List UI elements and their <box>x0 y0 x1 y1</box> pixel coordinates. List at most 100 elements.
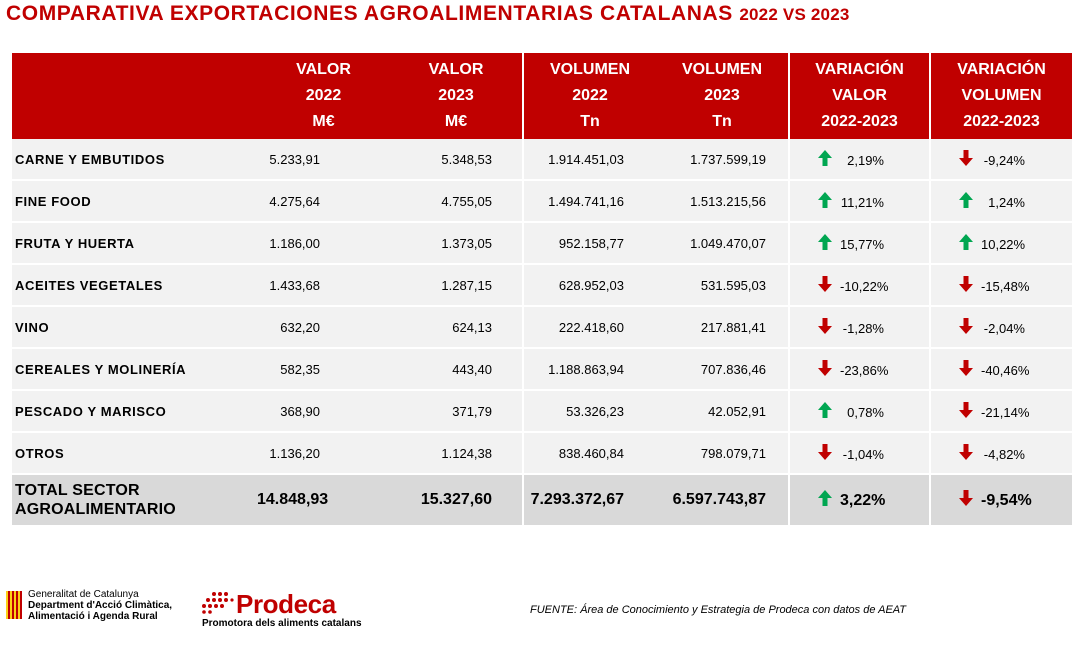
table-body: CARNE Y EMBUTIDOS 5.233,91 5.348,53 1.914.4… <box>12 139 1072 525</box>
row-category: FRUTA Y HUERTA <box>12 222 257 265</box>
valor-2023: 1.287,15 <box>390 264 523 307</box>
valor-2023: 1.124,38 <box>390 432 523 475</box>
prodeca-tagline: Promotora dels aliments catalans <box>202 618 362 629</box>
header-variacion-volumen: VARIACIÓN VOLUMEN 2022-2023 <box>929 53 1072 139</box>
row-category: PESCADO Y MARISCO <box>12 390 257 433</box>
volumen-2023: 707.836,46 <box>656 348 789 391</box>
header-volumen-2022: VOLUMEN 2022 Tn <box>522 53 656 139</box>
table-row: FRUTA Y HUERTA 1.186,00 1.373,05 952.158,77… <box>12 222 1072 265</box>
table-row: ACEITES VEGETALES 1.433,68 1.287,15 628.952… <box>12 264 1072 307</box>
variacion-volumen: 10,22% <box>929 222 1072 265</box>
table-header-row: VALOR 2022 M€ VALOR 2023 M€ VOLUMEN 2022… <box>12 53 1072 139</box>
valor-2022: 1.136,20 <box>257 432 390 475</box>
table-row: VINO 632,20 624,13 222.418,60 217.881,41 -1,2… <box>12 306 1072 349</box>
row-category: FINE FOOD <box>12 180 257 223</box>
valor-2022: 368,90 <box>257 390 390 433</box>
volumen-2023: 531.595,03 <box>656 264 789 307</box>
senyera-flag-icon <box>6 591 22 619</box>
prodeca-logo: Prodeca Promotora dels aliments catalans <box>200 588 362 629</box>
gencat-line-2: Department d'Acció Climàtica, <box>28 600 173 611</box>
gencat-logo: Generalitat de Catalunya Department d'Ac… <box>6 589 172 622</box>
arrow-down-icon <box>818 275 840 295</box>
variation-value: -9,24% <box>983 152 1025 168</box>
gencat-line-3: Alimentació i Agenda Rural <box>28 611 158 622</box>
variacion-volumen: -2,04% <box>929 306 1072 349</box>
arrow-up-icon <box>818 149 840 169</box>
total-row: TOTAL SECTOR AGROALIMENTARIO 14.848,93 15.3… <box>12 474 1072 525</box>
arrow-down-icon <box>959 490 981 509</box>
variation-value: 10,22% <box>981 236 1026 252</box>
gencat-line-1: Generalitat de Catalunya <box>28 589 139 600</box>
header-valor-2023: VALOR 2023 M€ <box>390 53 523 139</box>
variacion-valor: 2,19% <box>788 139 930 181</box>
variacion-valor: 11,21% <box>788 180 930 223</box>
total-variacion-valor: 3,22% <box>788 474 930 525</box>
variation-value: -10,22% <box>840 278 889 294</box>
arrow-down-icon <box>959 359 981 379</box>
arrow-down-icon <box>959 443 981 463</box>
valor-2022: 632,20 <box>257 306 390 349</box>
header-volumen-2023: VOLUMEN 2023 Tn <box>656 53 789 139</box>
arrow-up-icon <box>818 191 840 211</box>
valor-2022: 4.275,64 <box>257 180 390 223</box>
total-label-line-2: AGROALIMENTARIO <box>15 501 176 518</box>
arrow-up-icon <box>818 401 840 421</box>
arrow-up-icon <box>959 233 981 253</box>
total-label: TOTAL SECTOR AGROALIMENTARIO <box>12 474 257 525</box>
volumen-2022: 838.460,84 <box>522 432 656 475</box>
row-category: OTROS <box>12 432 257 475</box>
total-volumen-2022: 7.293.372,67 <box>522 474 656 525</box>
variation-value: -9,54% <box>981 492 1032 509</box>
variation-value: -4,82% <box>983 446 1025 462</box>
valor-2022: 5.233,91 <box>257 139 390 181</box>
title-main: COMPARATIVA EXPORTACIONES AGROALIMENTARI… <box>6 2 733 25</box>
variacion-valor: -10,22% <box>788 264 930 307</box>
volumen-2023: 1.049.470,07 <box>656 222 789 265</box>
volumen-2022: 222.418,60 <box>522 306 656 349</box>
prodeca-dots-icon <box>202 592 234 614</box>
valor-2023: 443,40 <box>390 348 523 391</box>
volumen-2022: 628.952,03 <box>522 264 656 307</box>
variacion-volumen: -40,46% <box>929 348 1072 391</box>
source-note: FUENTE: Área de Conocimiento y Estrategi… <box>530 604 907 616</box>
variacion-volumen: -15,48% <box>929 264 1072 307</box>
variation-value: -40,46% <box>981 362 1030 378</box>
variation-value: 0,78% <box>847 404 884 420</box>
table-row: PESCADO Y MARISCO 368,90 371,79 53.326,23 42… <box>12 390 1072 433</box>
variacion-valor: -1,28% <box>788 306 930 349</box>
valor-2022: 1.186,00 <box>257 222 390 265</box>
variation-value: 11,21% <box>840 194 884 210</box>
variation-value: 3,22% <box>840 492 886 509</box>
arrow-up-icon <box>818 490 840 509</box>
arrow-up-icon <box>959 191 981 211</box>
header-variacion-valor: VARIACIÓN VALOR 2022-2023 <box>788 53 930 139</box>
variation-value: -1,04% <box>842 446 884 462</box>
variacion-volumen: -21,14% <box>929 390 1072 433</box>
header-valor-2022: VALOR 2022 M€ <box>257 53 390 139</box>
arrow-down-icon <box>959 317 981 337</box>
variacion-valor: 0,78% <box>788 390 930 433</box>
table-row: OTROS 1.136,20 1.124,38 838.460,84 798.079,7… <box>12 432 1072 475</box>
valor-2023: 624,13 <box>390 306 523 349</box>
variacion-volumen: -4,82% <box>929 432 1072 475</box>
total-variacion-volumen: -9,54% <box>929 474 1072 525</box>
variation-value: -2,04% <box>983 320 1025 336</box>
valor-2023: 4.755,05 <box>390 180 523 223</box>
variation-value: 15,77% <box>840 236 885 252</box>
row-category: CEREALES Y MOLINERÍA <box>12 348 257 391</box>
arrow-down-icon <box>959 149 981 169</box>
variation-value: -1,28% <box>842 320 884 336</box>
row-category: ACEITES VEGETALES <box>12 264 257 307</box>
title-suffix: 2022 VS 2023 <box>739 5 850 24</box>
row-category: CARNE Y EMBUTIDOS <box>12 139 257 181</box>
variation-value: 2,19% <box>847 152 884 168</box>
arrow-down-icon <box>818 317 840 337</box>
volumen-2023: 1.737.599,19 <box>656 139 789 181</box>
exports-table: VALOR 2022 M€ VALOR 2023 M€ VOLUMEN 2022… <box>12 53 1072 525</box>
volumen-2023: 798.079,71 <box>656 432 789 475</box>
variacion-valor: 15,77% <box>788 222 930 265</box>
volumen-2023: 42.052,91 <box>656 390 789 433</box>
arrow-down-icon <box>959 401 981 421</box>
arrow-down-icon <box>818 443 840 463</box>
valor-2023: 371,79 <box>390 390 523 433</box>
